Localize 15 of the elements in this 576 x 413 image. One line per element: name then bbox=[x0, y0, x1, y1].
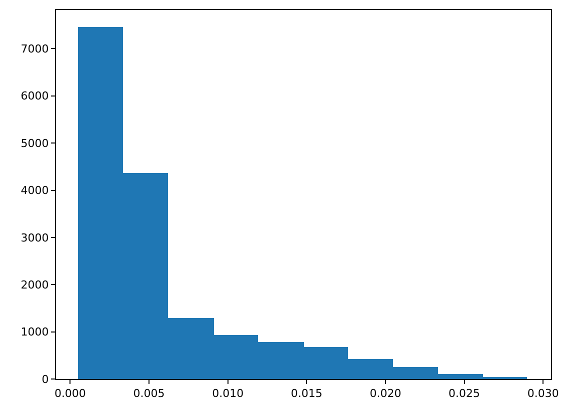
x-tick-label: 0.020 bbox=[370, 387, 402, 400]
y-tick-label: 6000 bbox=[20, 90, 49, 103]
y-tick-label: 0 bbox=[42, 372, 49, 386]
x-tick-label: 0.025 bbox=[448, 387, 480, 400]
y-tick-label: 3000 bbox=[20, 231, 49, 244]
y-tick-label: 5000 bbox=[20, 136, 49, 150]
y-tick-label: 2000 bbox=[20, 278, 49, 292]
y-tick-label: 7000 bbox=[20, 42, 49, 56]
x-tick-label: 0.010 bbox=[212, 387, 244, 400]
x-tick-label: 0.015 bbox=[290, 387, 322, 400]
y-tick-label: 4000 bbox=[20, 184, 49, 198]
y-tick-label: 1000 bbox=[20, 326, 49, 339]
x-tick-label: 0.030 bbox=[527, 387, 559, 400]
x-tick-label: 0.000 bbox=[54, 387, 86, 400]
x-tick-label: 0.005 bbox=[133, 387, 165, 400]
